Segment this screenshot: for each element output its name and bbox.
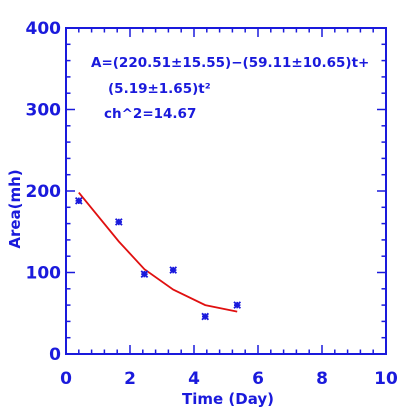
x-tick-label: 6 (252, 369, 264, 389)
y-tick-label: 400 (26, 19, 62, 39)
data-point (140, 270, 149, 278)
plot-border (65, 27, 387, 355)
data-point (201, 312, 210, 321)
data-points-group (74, 196, 242, 321)
y-tick-label: 200 (26, 182, 62, 202)
y-axis-label: Area(mh) (6, 169, 24, 248)
annotation-group: A=(220.51±15.55)−(59.11±10.65)t+ (5.19±1.… (91, 55, 369, 122)
x-tick-label: 0 (60, 369, 72, 389)
data-point (169, 266, 178, 274)
x-tick-label: 10 (374, 369, 398, 389)
x-axis-label: Time (Day) (182, 390, 274, 408)
fit-curve-group (78, 192, 238, 313)
x-tick-label: 2 (124, 369, 136, 389)
y-tick-label: 100 (26, 264, 62, 284)
data-point (74, 196, 83, 205)
y-tick-label: 0 (49, 345, 61, 365)
data-point (114, 218, 123, 226)
fit-annotation-line: ch^2=14.67 (104, 106, 196, 122)
axis-ticks (65, 27, 387, 355)
fit-annotation-line: A=(220.51±15.55)−(59.11±10.65)t+ (91, 55, 369, 71)
fit-line (78, 192, 238, 313)
plot-frame (65, 27, 387, 355)
fit-annotation-line: (5.19±1.65)t² (108, 81, 211, 97)
x-tick-label: 4 (188, 369, 200, 389)
y-tick-label: 300 (26, 101, 62, 121)
x-tick-label: 8 (316, 369, 328, 389)
data-point (233, 301, 242, 309)
